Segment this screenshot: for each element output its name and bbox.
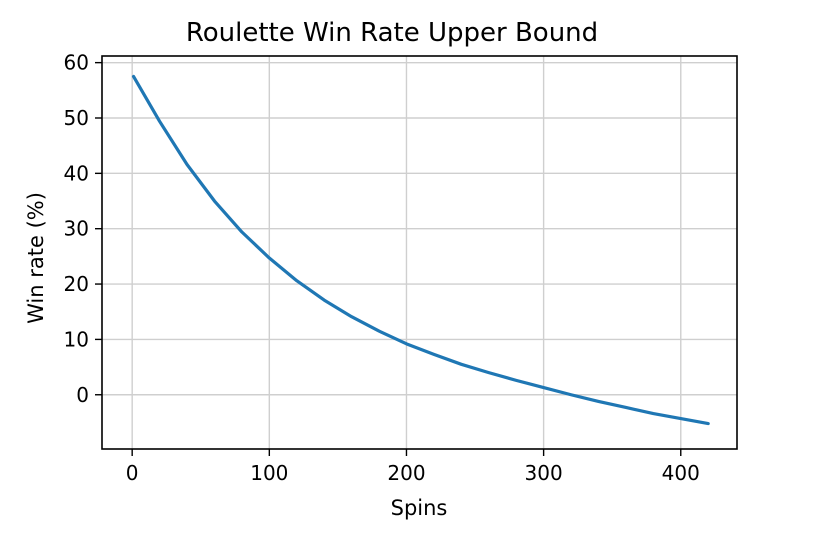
series-line <box>131 74 710 426</box>
y-tick-label: 20 <box>64 272 89 296</box>
x-tick-label: 400 <box>662 461 700 485</box>
x-tick-label: 200 <box>387 461 425 485</box>
grid-layer <box>102 56 737 449</box>
y-tick-label: 40 <box>64 161 89 185</box>
y-tick-label: 10 <box>64 327 89 351</box>
y-tick-label: 0 <box>76 383 89 407</box>
y-tick-label: 50 <box>64 106 89 130</box>
series-layer <box>131 74 710 426</box>
x-axis-label: Spins <box>391 496 448 520</box>
x-tick-label: 100 <box>250 461 288 485</box>
plot-frame <box>101 55 738 450</box>
y-axis-label: Win rate (%) <box>24 192 48 324</box>
chart-title: Roulette Win Rate Upper Bound <box>186 18 598 48</box>
x-tick-label: 0 <box>126 461 139 485</box>
y-tick-label: 60 <box>64 51 89 75</box>
x-tick-label: 300 <box>525 461 563 485</box>
y-tick-label: 30 <box>64 217 89 241</box>
tick-layer: 0 100 200 300 400 0 10 20 30 40 50 60 <box>64 51 700 485</box>
